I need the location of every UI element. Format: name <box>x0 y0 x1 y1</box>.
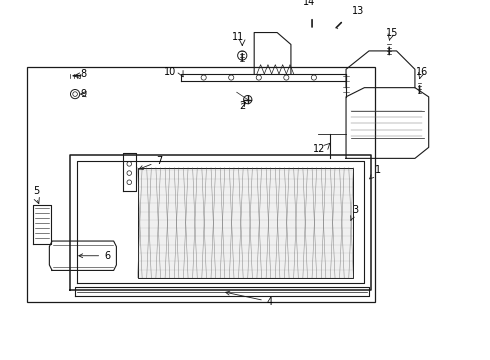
Text: 1: 1 <box>369 165 381 179</box>
Text: 4: 4 <box>226 291 273 307</box>
Text: 3: 3 <box>351 205 358 220</box>
Text: 7: 7 <box>139 156 163 170</box>
Text: 14: 14 <box>303 0 316 7</box>
Text: 9: 9 <box>80 89 86 99</box>
Text: 10: 10 <box>164 67 176 77</box>
Text: 2: 2 <box>239 101 245 111</box>
Text: 16: 16 <box>416 67 428 77</box>
Text: 5: 5 <box>33 186 40 197</box>
Text: 12: 12 <box>313 144 325 154</box>
Text: 15: 15 <box>386 28 398 37</box>
Bar <box>138 167 353 278</box>
Text: 11: 11 <box>232 32 245 42</box>
Text: 6: 6 <box>79 251 110 261</box>
Text: 8: 8 <box>80 69 86 79</box>
Text: 13: 13 <box>352 6 364 17</box>
